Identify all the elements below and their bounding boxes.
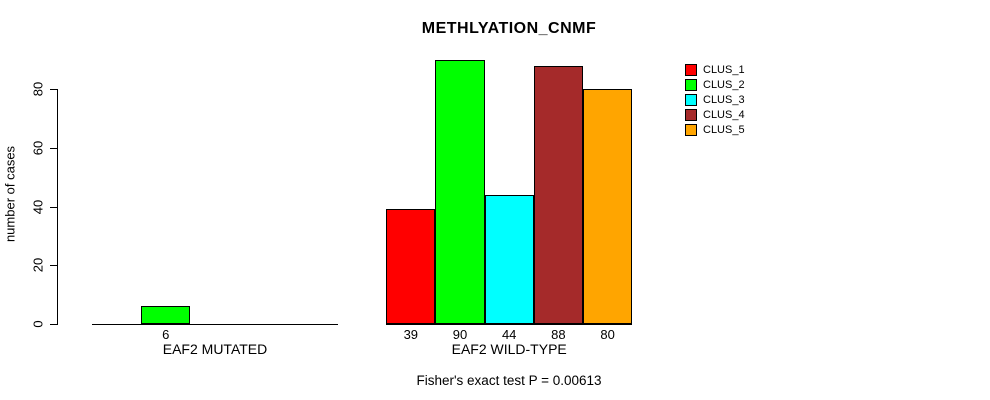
legend-item-clus_4: CLUS_4 <box>685 109 745 121</box>
fisher-test-annotation: Fisher's exact test P = 0.00613 <box>416 373 602 388</box>
group-baseline <box>386 324 633 325</box>
legend-label: CLUS_1 <box>703 64 745 76</box>
legend-label: CLUS_3 <box>703 94 745 106</box>
group-label: EAF2 WILD-TYPE <box>451 341 567 357</box>
bar-clus_5 <box>583 89 633 324</box>
y-axis-tick-label: 60 <box>30 140 46 155</box>
legend-item-clus_5: CLUS_5 <box>685 124 745 136</box>
y-axis-tick-label: 80 <box>30 81 46 97</box>
bar-clus_4 <box>533 65 583 324</box>
group-baseline <box>92 324 338 325</box>
legend-swatch-clus_3 <box>685 94 697 106</box>
y-axis-tick <box>50 206 57 208</box>
y-axis-tick-label: 20 <box>30 258 46 273</box>
legend-swatch-clus_5 <box>685 124 697 136</box>
legend-label: CLUS_2 <box>703 79 745 91</box>
y-axis-label: number of cases <box>2 145 18 243</box>
y-axis-line <box>57 89 58 325</box>
bar-clus_2 <box>435 59 485 324</box>
bar-value-label: 90 <box>452 327 468 342</box>
legend-swatch-clus_2 <box>685 79 697 91</box>
y-axis-tick-label: 40 <box>30 199 46 214</box>
y-axis-tick <box>50 89 57 90</box>
bar-clus_3 <box>484 194 534 324</box>
bar-value-label: 88 <box>551 327 566 342</box>
legend-item-clus_1: CLUS_1 <box>685 64 745 76</box>
legend-label: CLUS_4 <box>703 109 745 121</box>
legend-label: CLUS_5 <box>703 124 745 136</box>
legend-item-clus_3: CLUS_3 <box>685 94 745 106</box>
legend-swatch-clus_1 <box>685 64 697 76</box>
legend: CLUS_1 CLUS_2 CLUS_3 CLUS_4 CLUS_5 <box>685 64 745 139</box>
bar-value-label: 80 <box>600 327 615 342</box>
bar-value-label: 6 <box>162 327 170 342</box>
bar-clus_1 <box>386 209 436 324</box>
bar-clus_2 <box>141 306 191 324</box>
group-label: EAF2 MUTATED <box>162 341 268 357</box>
y-axis-tick <box>50 147 57 149</box>
legend-item-clus_2: CLUS_2 <box>685 79 745 91</box>
y-axis-tick <box>50 265 57 267</box>
legend-swatch-clus_4 <box>685 109 697 121</box>
y-axis-tick-label: 0 <box>30 320 46 328</box>
chart-title: METHLYATION_CNMF <box>421 20 597 37</box>
bar-value-label: 39 <box>403 327 419 342</box>
bar-value-label: 44 <box>501 327 517 342</box>
y-axis-tick <box>50 324 57 325</box>
